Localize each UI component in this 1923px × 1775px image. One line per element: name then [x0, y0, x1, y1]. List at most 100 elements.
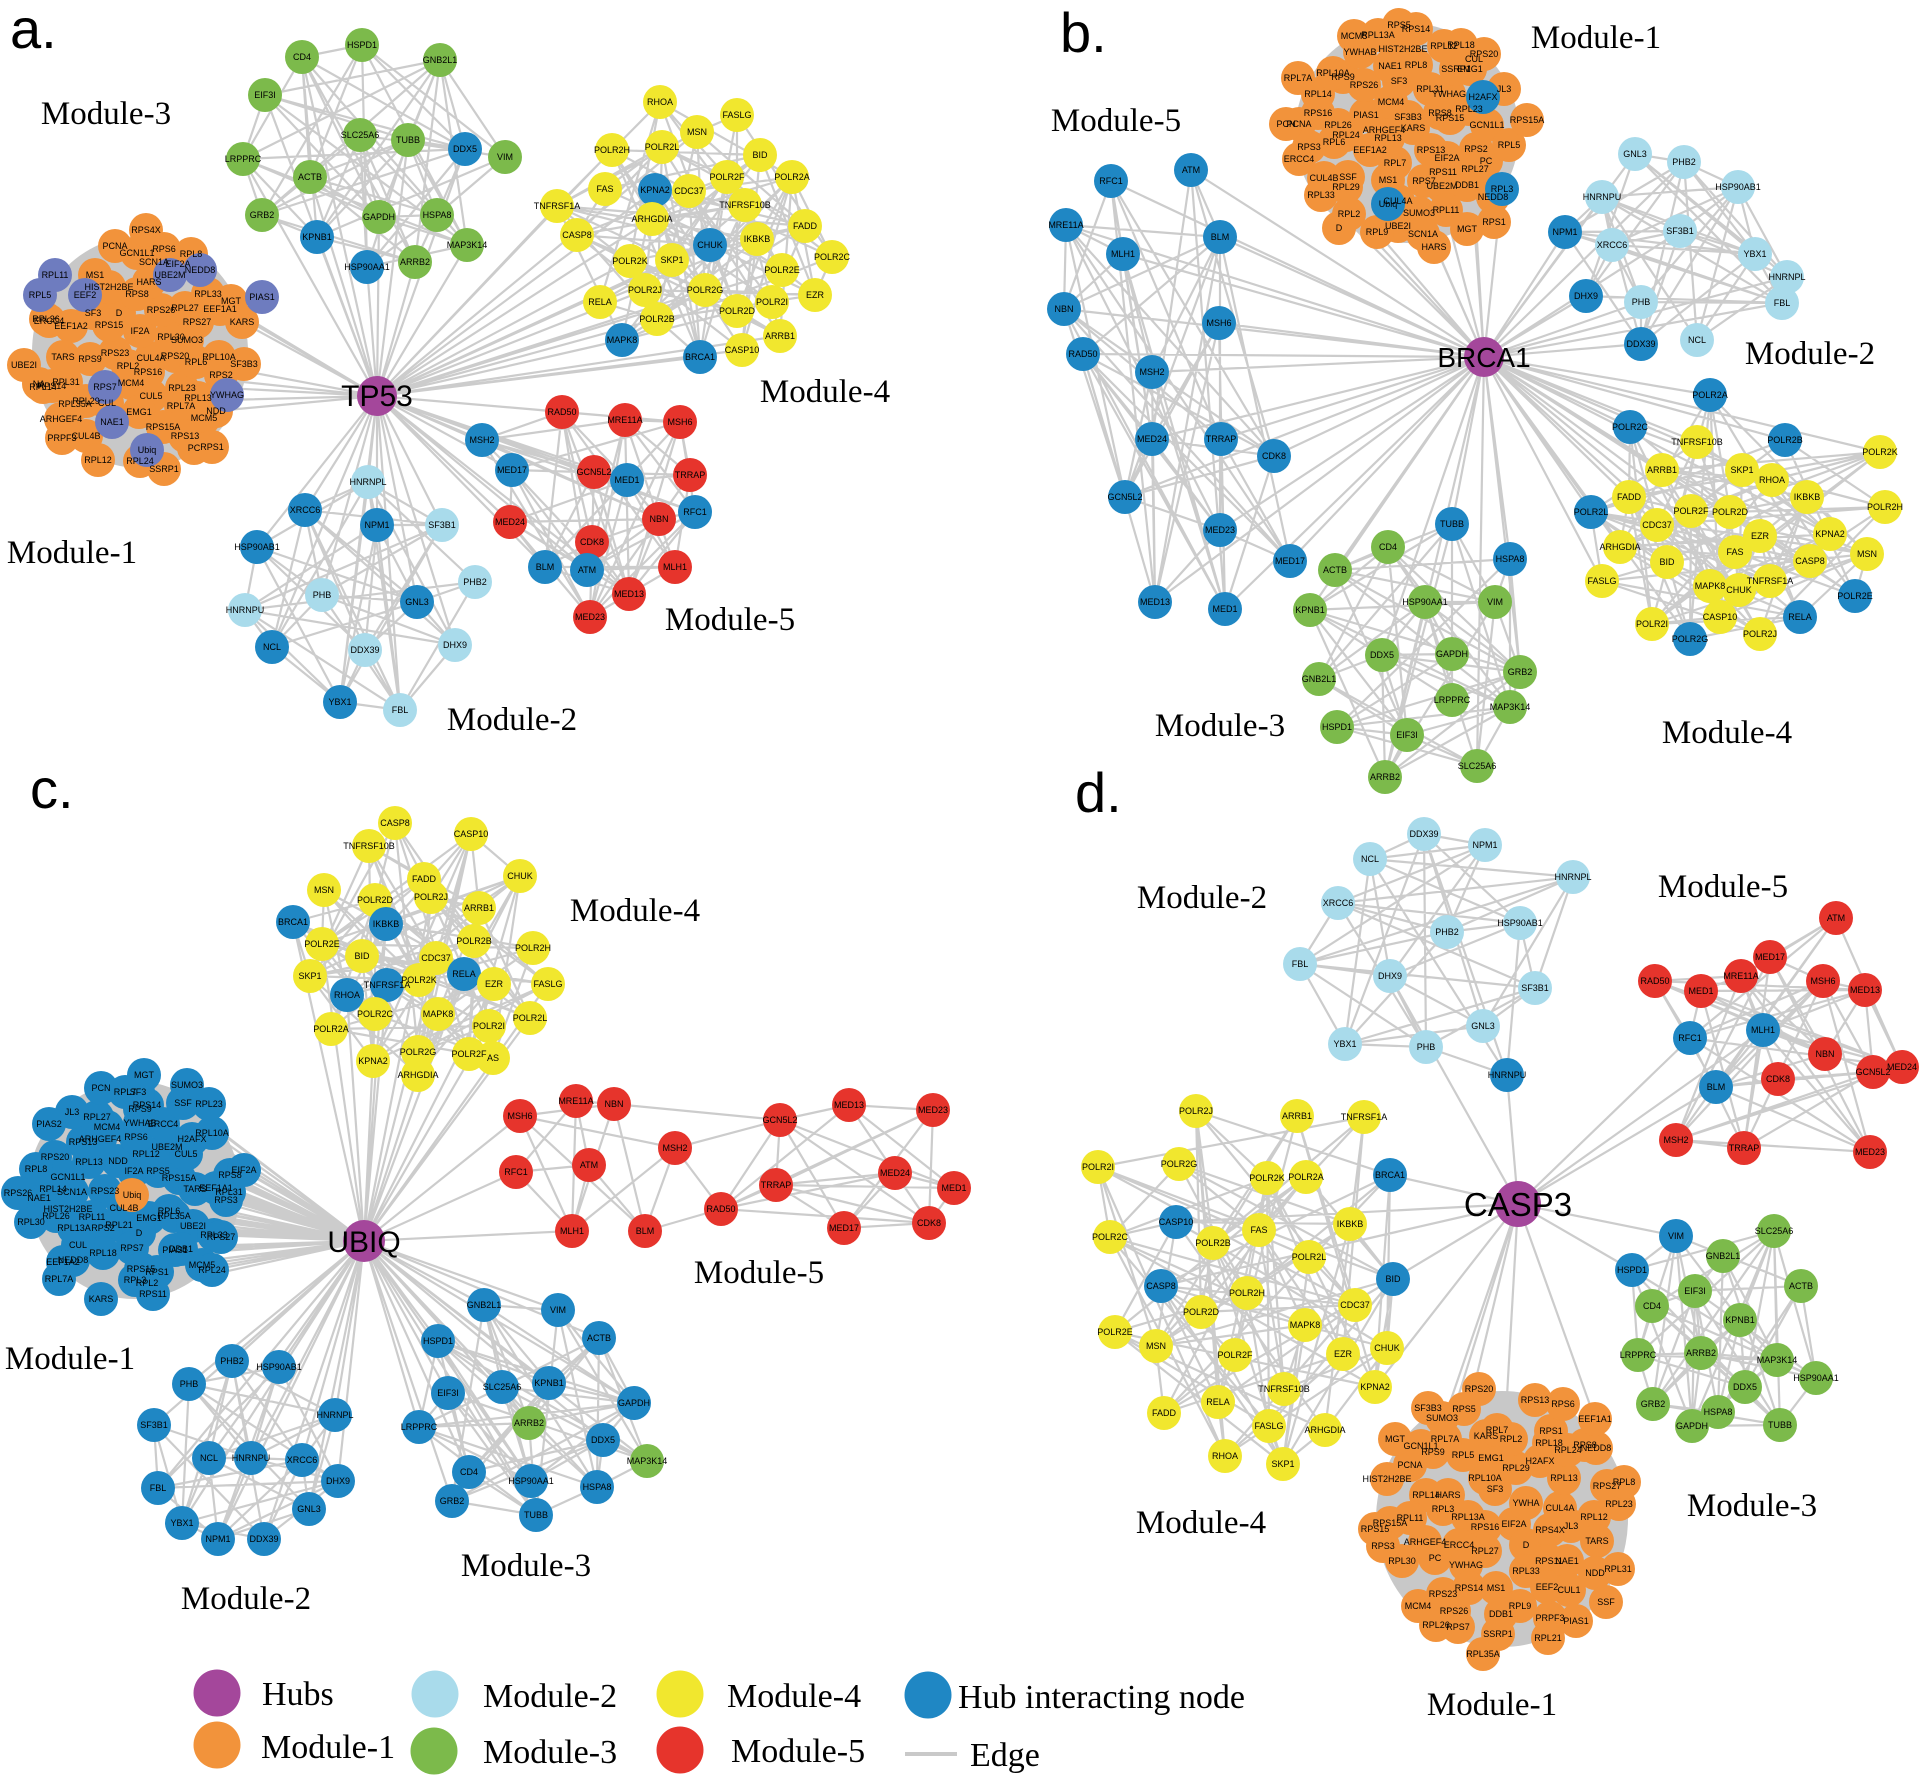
svg-text:MSH6: MSH6: [1206, 318, 1231, 328]
svg-text:RPL29: RPL29: [1502, 1463, 1530, 1473]
svg-text:POLR2G: POLR2G: [1161, 1159, 1198, 1169]
svg-text:ATM: ATM: [1827, 913, 1845, 923]
svg-text:CUL4B: CUL4B: [71, 431, 100, 441]
svg-text:SLC25A6: SLC25A6: [483, 1382, 522, 1392]
svg-text:RPS14: RPS14: [1402, 24, 1431, 34]
svg-text:GRB2: GRB2: [440, 1496, 465, 1506]
svg-text:FADD: FADD: [412, 874, 437, 884]
svg-text:POLR2A: POLR2A: [1288, 1172, 1324, 1182]
svg-text:ARRB1: ARRB1: [1647, 465, 1677, 475]
svg-text:GCN1L1: GCN1L1: [1469, 120, 1504, 130]
svg-text:RPS7: RPS7: [1412, 176, 1436, 186]
svg-text:Module-5: Module-5: [694, 1255, 824, 1291]
svg-text:MSH2: MSH2: [1663, 1135, 1688, 1145]
svg-text:YWHAG: YWHAG: [210, 390, 244, 400]
svg-text:RAD50: RAD50: [547, 407, 576, 417]
svg-text:PC: PC: [1429, 1553, 1442, 1563]
svg-text:TNFRSF1A: TNFRSF1A: [534, 201, 581, 211]
svg-text:ARHGDIA: ARHGDIA: [1599, 542, 1640, 552]
svg-text:RPS3: RPS3: [1297, 142, 1321, 152]
svg-text:RPL27: RPL27: [1461, 164, 1489, 174]
svg-text:CUL1: CUL1: [1557, 1585, 1580, 1595]
svg-text:POLR2D: POLR2D: [1712, 507, 1749, 517]
svg-text:MRE11A: MRE11A: [1723, 971, 1758, 981]
svg-text:RELA: RELA: [1788, 612, 1812, 622]
svg-text:RPL21: RPL21: [1534, 1633, 1562, 1643]
svg-text:CHUK: CHUK: [1374, 1343, 1400, 1353]
svg-text:ARHGEF4: ARHGEF4: [40, 414, 83, 424]
svg-text:RPL7A: RPL7A: [45, 1274, 74, 1284]
svg-text:VIM: VIM: [550, 1305, 566, 1315]
svg-text:EMG1: EMG1: [1457, 64, 1483, 74]
svg-text:NPM1: NPM1: [364, 520, 389, 530]
svg-text:SKP1: SKP1: [660, 255, 683, 265]
svg-text:POLR2D: POLR2D: [719, 306, 756, 316]
svg-text:LRPPRC: LRPPRC: [1620, 1350, 1657, 1360]
svg-text:CUL5: CUL5: [174, 1149, 197, 1159]
svg-text:RPS23: RPS23: [91, 1186, 120, 1196]
svg-text:UBIQ: UBIQ: [327, 1226, 400, 1259]
svg-text:Module-3: Module-3: [1687, 1488, 1817, 1524]
svg-text:RPS20: RPS20: [161, 351, 190, 361]
svg-text:RPL12: RPL12: [1430, 41, 1458, 51]
svg-text:RPS27: RPS27: [207, 1232, 236, 1242]
svg-text:RPL7A: RPL7A: [1284, 73, 1313, 83]
svg-text:RPS8: RPS8: [1428, 108, 1452, 118]
svg-text:PHB2: PHB2: [220, 1356, 244, 1366]
svg-text:RPS1: RPS1: [1539, 1426, 1563, 1436]
svg-text:PIAS1: PIAS1: [1563, 1616, 1589, 1626]
svg-text:FBL: FBL: [392, 705, 409, 715]
svg-text:FBL: FBL: [1774, 298, 1791, 308]
svg-text:SLC25A6: SLC25A6: [341, 130, 380, 140]
svg-text:AS: AS: [487, 1053, 499, 1063]
svg-text:MSH6: MSH6: [1810, 976, 1835, 986]
svg-text:RPL7: RPL7: [1486, 1425, 1509, 1435]
svg-text:RPL30: RPL30: [17, 1217, 45, 1227]
svg-text:NPM1: NPM1: [205, 1534, 230, 1544]
svg-text:ATM: ATM: [1182, 165, 1200, 175]
svg-text:RPL5: RPL5: [1452, 1450, 1475, 1460]
svg-text:XRCC6: XRCC6: [1323, 898, 1354, 908]
svg-text:MSN: MSN: [1857, 549, 1877, 559]
svg-text:CD4: CD4: [1379, 542, 1397, 552]
svg-text:BRCA1: BRCA1: [685, 352, 715, 362]
svg-text:IKBKB: IKBKB: [373, 919, 400, 929]
svg-text:FBL: FBL: [150, 1483, 167, 1493]
svg-text:HSPA8: HSPA8: [1704, 1407, 1733, 1417]
svg-text:PHB: PHB: [1417, 1042, 1436, 1052]
svg-text:UBE2I: UBE2I: [180, 1221, 206, 1231]
svg-text:CASP8: CASP8: [380, 818, 410, 828]
svg-text:CUL4A: CUL4A: [136, 353, 165, 363]
svg-text:RFC1: RFC1: [504, 1167, 528, 1177]
svg-text:HNRNPU: HNRNPU: [226, 605, 265, 615]
svg-text:NAE1: NAE1: [1378, 61, 1402, 71]
svg-text:SF3B1: SF3B1: [428, 520, 456, 530]
svg-text:NEDD8: NEDD8: [1478, 192, 1509, 202]
svg-text:RELA: RELA: [1206, 1397, 1230, 1407]
svg-text:EZR: EZR: [1334, 1349, 1353, 1359]
svg-text:CASP10: CASP10: [1703, 612, 1738, 622]
svg-text:BID: BID: [354, 951, 370, 961]
svg-text:EIF2A: EIF2A: [1501, 1519, 1526, 1529]
svg-text:GRB2: GRB2: [1508, 667, 1533, 677]
svg-text:RHOA: RHOA: [647, 97, 673, 107]
svg-text:CASP10: CASP10: [454, 829, 489, 839]
svg-text:RPS14: RPS14: [133, 1100, 162, 1110]
svg-text:CUL: CUL: [1465, 54, 1483, 64]
svg-text:HNRNPL: HNRNPL: [349, 477, 386, 487]
svg-text:RPL31: RPL31: [215, 1187, 243, 1197]
svg-text:RPL13A: RPL13A: [57, 1223, 91, 1233]
svg-text:RPL14: RPL14: [1412, 1490, 1440, 1500]
svg-text:SUMO3: SUMO3: [171, 335, 203, 345]
svg-text:MED24: MED24: [1887, 1062, 1917, 1072]
svg-text:RPS3: RPS3: [1371, 1541, 1395, 1551]
svg-text:ARHGDIA: ARHGDIA: [631, 214, 672, 224]
svg-text:NDD: NDD: [206, 406, 226, 416]
svg-text:Module-5: Module-5: [1658, 869, 1788, 905]
svg-text:PHB: PHB: [313, 590, 332, 600]
svg-text:Module-4: Module-4: [760, 374, 890, 410]
svg-text:ERCC4: ERCC4: [1284, 154, 1315, 164]
svg-text:KPNA2: KPNA2: [1360, 1382, 1390, 1392]
svg-text:MLH1: MLH1: [1111, 249, 1135, 259]
svg-text:EEF1A1: EEF1A1: [1578, 1414, 1612, 1424]
